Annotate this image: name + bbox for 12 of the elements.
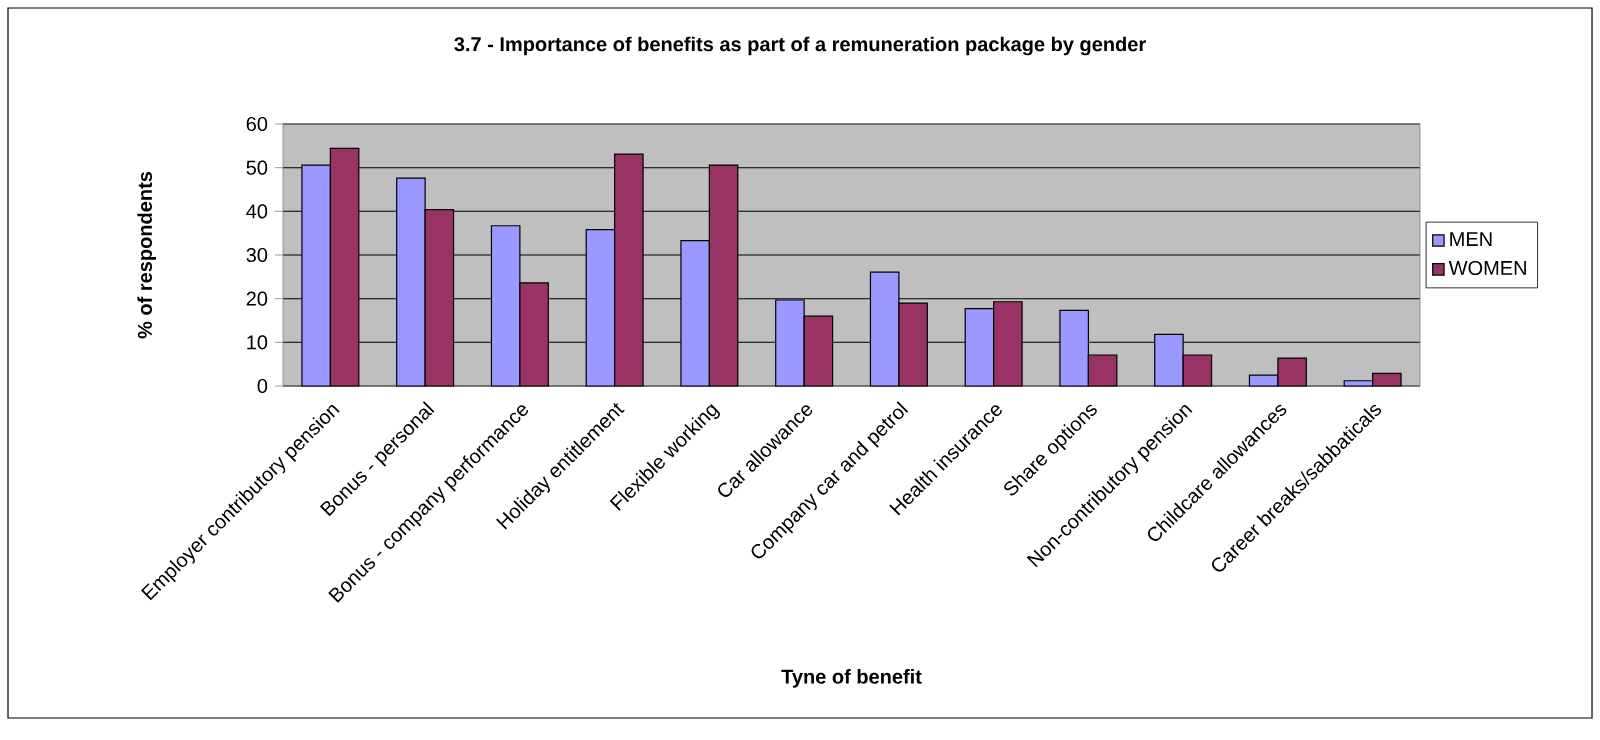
y-tick-label: 40 — [246, 204, 268, 219]
y-tick-label: 20 — [246, 291, 268, 306]
legend-label: WOMEN — [1448, 260, 1526, 276]
chart-title: 3.7 - Importance of benefits as part of a remuneration package by gender — [454, 36, 1146, 56]
y-tick-label: 10 — [247, 335, 268, 350]
legend-label: MEN — [1450, 232, 1492, 246]
y-tick-label: 50 — [246, 160, 268, 175]
y-tick-label: 60 — [246, 116, 268, 132]
y-tick-label: 0 — [257, 378, 268, 394]
x-axis-title: Tyne of benefit — [781, 669, 922, 688]
y-axis-title: % of respondents — [137, 171, 156, 339]
y-tick-label: 30 — [246, 247, 268, 263]
